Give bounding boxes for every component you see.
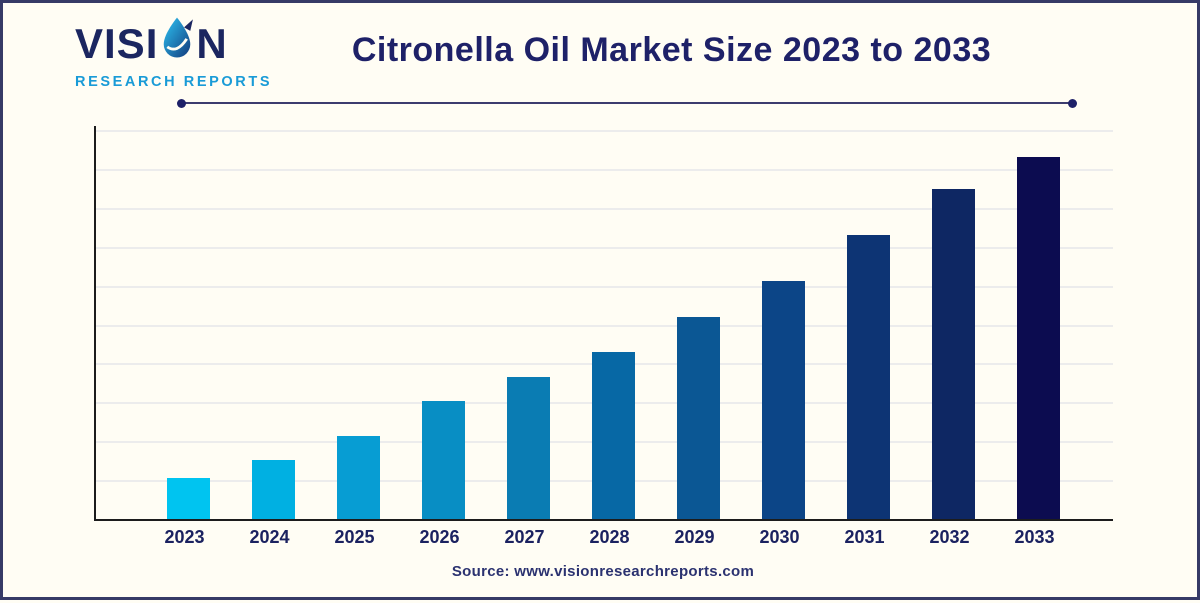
infographic-canvas: VISI N RESEARCH REPORTS Citronell [3,3,1200,603]
x-axis-label-2028: 2028 [589,527,630,547]
x-axis-label-2026: 2026 [419,527,460,547]
bar-2029 [677,317,720,519]
logo-subtitle: RESEARCH REPORTS [75,74,273,90]
gridline [96,130,1113,132]
divider-right-dot [1068,98,1077,108]
x-axis-label-2031: 2031 [844,527,885,547]
chart-title: Citronella Oil Market Size 2023 to 2033 [351,31,992,69]
divider-left-dot [177,98,186,108]
logo-word-left: VISI [75,19,159,67]
vision-research-reports-logo: VISI N RESEARCH REPORTS [75,15,305,90]
bar-2033 [1017,157,1060,519]
x-axis-labels: 2023 2024 2025 2026 2027 2028 2029 2030 2031 2032… [94,527,1113,557]
gridline [96,168,1113,171]
title-divider [177,98,1077,108]
x-axis-label-2025: 2025 [334,527,375,547]
gridline [96,285,1113,288]
bar-2025 [337,436,380,519]
x-axis-label-2027: 2027 [504,527,545,547]
source-text: Source: www.visionresearchreports.com [451,563,755,580]
bar-2028 [592,351,635,519]
bar-2030 [762,280,805,519]
bar-2026 [422,400,465,519]
bar-2031 [847,235,890,519]
gridline [96,207,1113,210]
logo-word-right: N [196,19,228,67]
gridline [96,246,1113,249]
gridline [96,324,1113,327]
bar-2027 [507,377,550,519]
bar-2023 [167,477,210,519]
logo-wordmark: VISI N [75,15,305,72]
x-axis-label-2030: 2030 [759,527,800,547]
x-axis-label-2033: 2033 [1014,527,1055,547]
water-drop-logo-icon [159,15,195,68]
bar-2024 [252,460,295,519]
bar-chart-plot-area [94,126,1113,521]
x-axis-label-2032: 2032 [929,527,970,547]
x-axis-label-2023: 2023 [164,527,205,547]
bar-2032 [932,189,975,519]
x-axis-label-2024: 2024 [249,527,290,547]
x-axis-label-2029: 2029 [674,527,715,547]
